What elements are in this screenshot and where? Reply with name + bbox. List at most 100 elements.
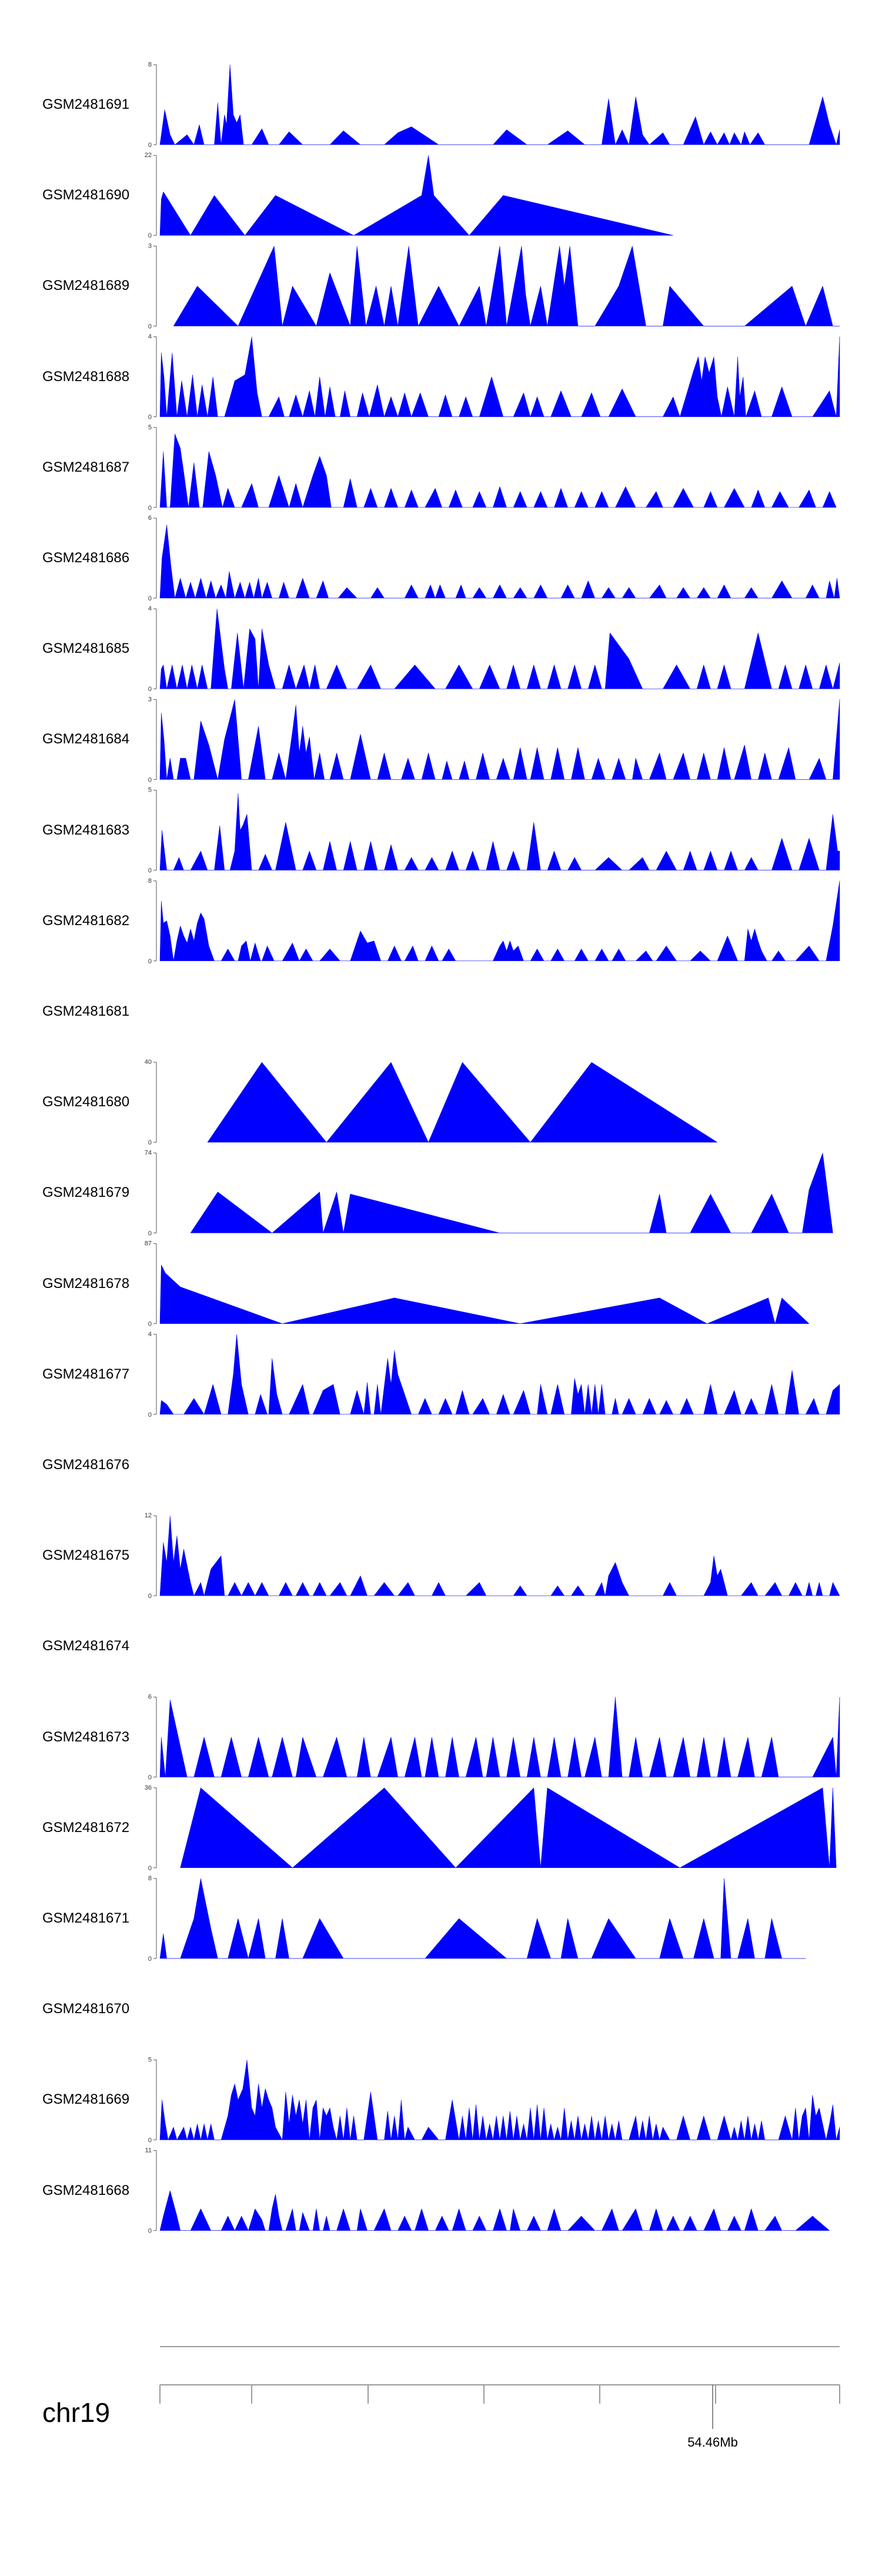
track-GSM2481682: 80 <box>148 877 840 965</box>
track-GSM2481668: 11 0 <box>145 2147 830 2235</box>
y-max-label: 3 <box>148 696 152 703</box>
coverage-area <box>180 1787 837 1868</box>
coverage-area <box>159 1334 840 1415</box>
y-max-label: 5 <box>148 424 152 431</box>
y-max-label: 6 <box>148 1694 152 1701</box>
track-label: GSM2481670 <box>42 2001 130 2017</box>
coverage-area <box>159 2190 830 2231</box>
track-label: GSM2481678 <box>42 1275 130 1292</box>
coverage-area <box>159 1878 806 1959</box>
y-max-label: 87 <box>145 1240 152 1247</box>
track-GSM2481672: 36 0 <box>145 1784 837 1872</box>
y-zero-label: 0 <box>148 958 152 965</box>
track-label: GSM2481673 <box>42 1729 130 1745</box>
track-label: GSM2481675 <box>42 1547 130 1564</box>
coverage-area <box>159 64 840 145</box>
y-max-label: 6 <box>148 515 152 522</box>
y-zero-label: 0 <box>148 867 152 875</box>
track-label: GSM2481674 <box>42 1638 130 1654</box>
track-label: GSM2481691 <box>42 96 130 112</box>
position-tick-label: 54.46Mb <box>687 2435 738 2450</box>
track-GSM2481673: 60 <box>148 1694 840 1781</box>
coverage-area <box>190 1153 833 1233</box>
track-label: GSM2481677 <box>42 1366 130 1382</box>
track-label: GSM2481683 <box>42 822 130 838</box>
track-label: GSM2481680 <box>42 1094 130 1110</box>
y-max-label: 74 <box>145 1149 152 1156</box>
y-zero-label: 0 <box>148 505 152 512</box>
track-label: GSM2481687 <box>42 459 130 475</box>
coverage-area <box>159 155 673 236</box>
track-label: GSM2481689 <box>42 278 130 294</box>
y-zero-label: 0 <box>148 323 152 330</box>
y-max-label: 36 <box>145 1784 152 1791</box>
track-label: GSM2481684 <box>42 731 130 748</box>
track-label: GSM2481669 <box>42 2091 130 2108</box>
y-max-label: 4 <box>148 333 152 341</box>
track-GSM2481678: 87 0 <box>145 1240 810 1328</box>
y-zero-label: 0 <box>148 776 152 783</box>
coverage-area <box>173 245 840 327</box>
y-max-label: 12 <box>145 1512 152 1519</box>
track-label: GSM2481682 <box>42 912 130 929</box>
y-zero-label: 0 <box>148 1774 152 1781</box>
y-zero-label: 0 <box>148 414 152 421</box>
track-GSM2481690: 22 0 <box>145 152 673 239</box>
track-label: GSM2481668 <box>42 2182 130 2198</box>
coverage-area <box>159 336 840 418</box>
track-GSM2481679: 74 0 <box>145 1149 833 1237</box>
track-label: GSM2481688 <box>42 368 130 385</box>
y-zero-label: 0 <box>148 232 152 239</box>
track-GSM2481677: 40 <box>148 1331 840 1419</box>
track-GSM2481684: 30 <box>148 696 840 783</box>
track-label: GSM2481671 <box>42 1910 130 1926</box>
y-zero-label: 0 <box>148 1865 152 1872</box>
coverage-area <box>159 1264 810 1324</box>
coverage-area <box>159 433 837 508</box>
chromosome-label: chr19 <box>42 2397 111 2428</box>
track-GSM2481686: 60 <box>148 515 840 602</box>
coverage-area <box>207 1062 718 1143</box>
y-zero-label: 0 <box>148 595 152 602</box>
genome-axis: 54.46Mb <box>159 2346 840 2450</box>
track-GSM2481680: 40 0 <box>145 1059 718 1146</box>
y-zero-label: 0 <box>148 142 152 149</box>
track-label: GSM2481685 <box>42 640 130 657</box>
y-zero-label: 0 <box>148 2137 152 2144</box>
track-GSM2481683: 50 <box>148 787 840 875</box>
y-max-label: 3 <box>148 242 152 249</box>
coverage-area <box>159 1516 840 1596</box>
y-zero-label: 0 <box>148 1412 152 1419</box>
track-label: GSM2481686 <box>42 550 130 566</box>
y-max-label: 8 <box>148 877 152 885</box>
coverage-area <box>159 699 840 780</box>
track-label: GSM2481690 <box>42 187 130 203</box>
coverage-area <box>159 1697 840 1777</box>
track-label: GSM2481672 <box>42 1819 130 1836</box>
coverage-area <box>159 2060 840 2141</box>
y-zero-label: 0 <box>148 1321 152 1328</box>
coverage-area <box>159 609 840 690</box>
y-zero-label: 0 <box>148 1139 152 1146</box>
y-max-label: 4 <box>148 1331 152 1338</box>
track-GSM2481687: 50 <box>148 424 837 512</box>
track-GSM2481669: 50 <box>148 2056 840 2144</box>
track-GSM2481688: 40 <box>148 333 840 421</box>
coverage-area <box>159 880 840 962</box>
track-label: GSM2481681 <box>42 1003 130 1019</box>
y-zero-label: 0 <box>148 1956 152 1963</box>
y-max-label: 5 <box>148 2056 152 2063</box>
y-zero-label: 0 <box>148 2228 152 2235</box>
track-GSM2481685: 40 <box>148 605 840 693</box>
track-GSM2481675: 12 0 <box>145 1512 840 1600</box>
y-zero-label: 0 <box>148 1593 152 1600</box>
track-GSM2481689: 30 <box>148 242 840 330</box>
track-label: GSM2481679 <box>42 1184 130 1201</box>
y-max-label: 4 <box>148 605 152 612</box>
track-GSM2481691: 80 <box>148 61 840 149</box>
track-GSM2481671: 80 <box>148 1875 806 1963</box>
y-max-label: 8 <box>148 61 152 68</box>
coverage-area <box>159 793 840 870</box>
y-max-label: 22 <box>145 152 152 159</box>
